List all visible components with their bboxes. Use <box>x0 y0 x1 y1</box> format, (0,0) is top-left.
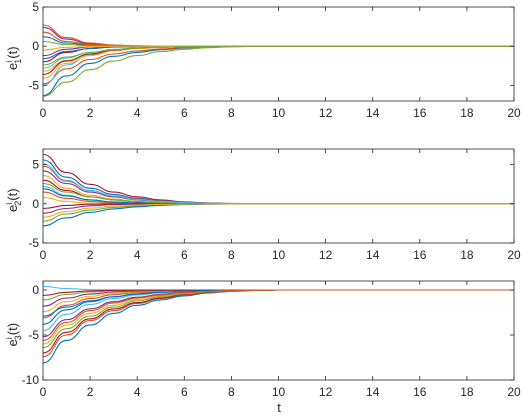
series-group <box>43 24 514 97</box>
x-tick-label: 14 <box>366 106 380 120</box>
y-tick-label: 0 <box>32 39 39 53</box>
x-tick-label: 8 <box>228 106 235 120</box>
x-tick-label: 20 <box>507 248 521 262</box>
x-tick-label: 0 <box>40 106 47 120</box>
x-tick-label: 0 <box>40 248 47 262</box>
x-tick-label: 0 <box>40 385 47 399</box>
series-line-17 <box>43 203 514 218</box>
x-tick-label: 14 <box>366 248 380 262</box>
x-tick-label: 16 <box>413 248 427 262</box>
x-tick-label: 8 <box>228 385 235 399</box>
y-tick-label: -5 <box>28 236 39 250</box>
subplot-3: 0 2 4 6 8 10 12 14 16 18 20 -10 -5 0 ei3(t) <box>4 280 521 399</box>
x-tick-label: 10 <box>272 106 286 120</box>
y-tick-label: 0 <box>32 197 39 211</box>
x-tick-label: 18 <box>460 248 474 262</box>
x-tick-label: 4 <box>134 385 141 399</box>
x-tick-label: 10 <box>272 385 286 399</box>
series-group <box>43 285 514 364</box>
y-tick-label: 5 <box>32 158 39 172</box>
x-tick-label: 12 <box>319 385 333 399</box>
y-tick-label: -5 <box>28 328 39 342</box>
x-tick-label: 4 <box>134 106 141 120</box>
x-tick-label: 6 <box>181 106 188 120</box>
x-tick-label: 6 <box>181 385 188 399</box>
y-tick-label: 5 <box>32 0 39 14</box>
series-line-16 <box>43 289 514 341</box>
x-tick-label: 12 <box>319 248 333 262</box>
y-axis-label: ei1(t) <box>4 46 23 70</box>
x-tick-label: 2 <box>87 248 94 262</box>
y-tick-label: -10 <box>22 373 40 387</box>
x-tick-label: 10 <box>272 248 286 262</box>
x-axis-label: t <box>277 400 281 415</box>
y-tick-label: 0 <box>32 283 39 297</box>
x-tick-label: 20 <box>507 106 521 120</box>
x-tick-label: 6 <box>181 248 188 262</box>
x-tick-label: 16 <box>413 106 427 120</box>
series-line-18 <box>43 45 514 66</box>
x-tick-label: 2 <box>87 385 94 399</box>
x-tick-label: 8 <box>228 248 235 262</box>
x-tick-label: 4 <box>134 248 141 262</box>
x-tick-label: 14 <box>366 385 380 399</box>
x-tick-label: 12 <box>319 106 333 120</box>
y-axis-label: ei3(t) <box>4 323 23 347</box>
y-tick-label: -5 <box>28 78 39 92</box>
y-axis-label: ei2(t) <box>4 188 23 212</box>
series-group <box>43 153 514 227</box>
x-tick-label: 16 <box>413 385 427 399</box>
x-tick-label: 2 <box>87 106 94 120</box>
x-tick-label: 18 <box>460 385 474 399</box>
x-tick-label: 20 <box>507 385 521 399</box>
x-tick-label: 18 <box>460 106 474 120</box>
